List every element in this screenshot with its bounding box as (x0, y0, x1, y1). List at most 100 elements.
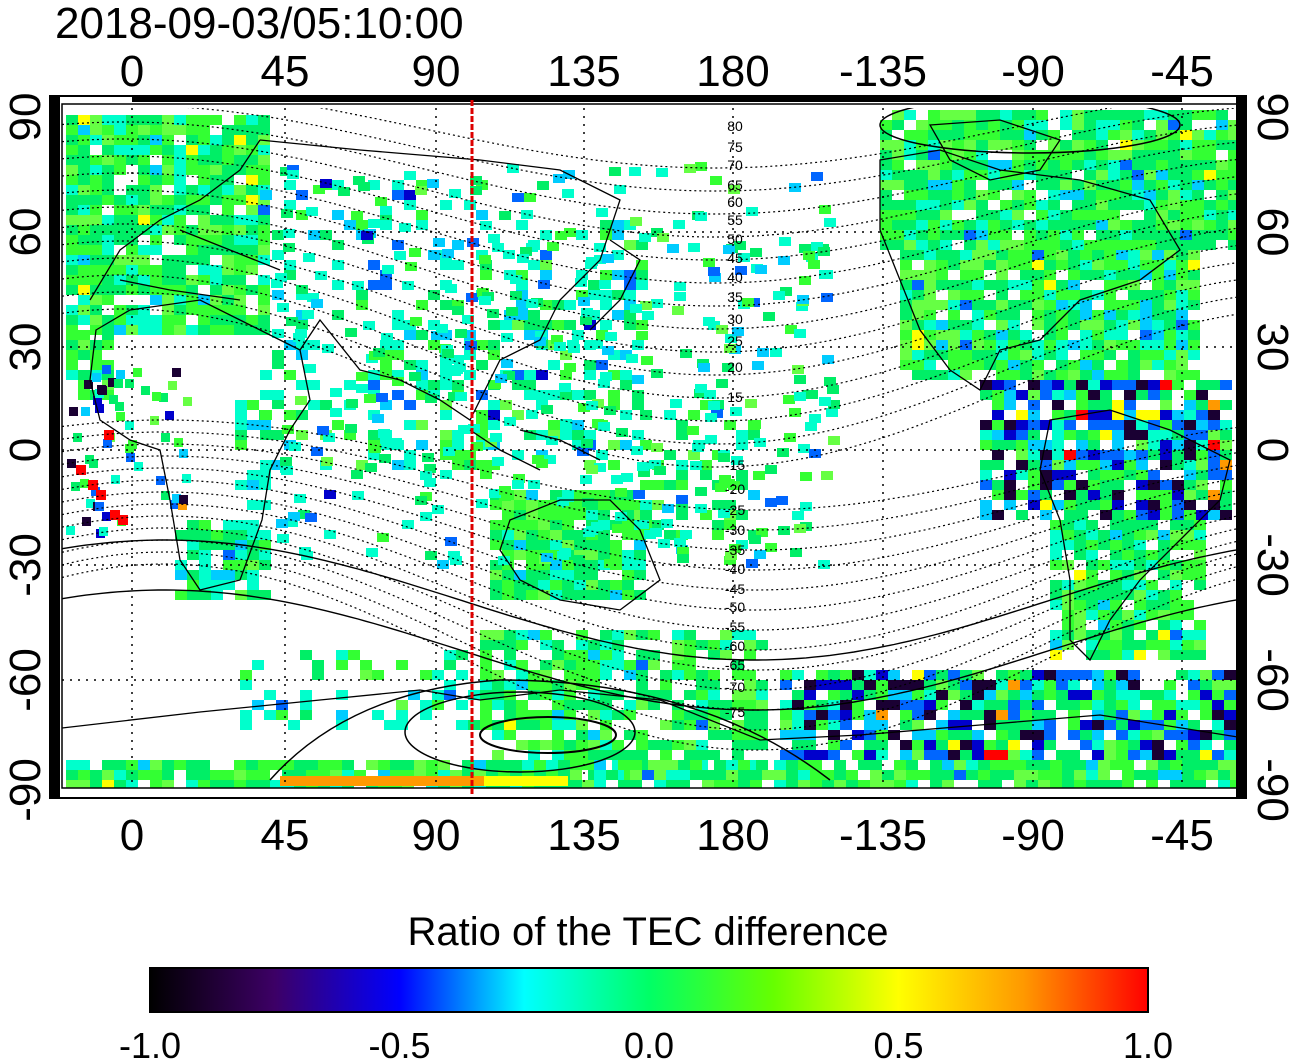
tec-cell (503, 250, 515, 259)
tec-cell (222, 275, 234, 285)
tec-cell (223, 580, 235, 590)
tec-cell (928, 110, 940, 120)
tec-cell (298, 510, 310, 519)
tec-cell (1208, 420, 1220, 430)
tec-cell (198, 135, 210, 145)
tec-cell (235, 570, 247, 580)
tec-cell (560, 390, 572, 400)
tec-cell (1164, 250, 1176, 260)
tec-cell (584, 370, 596, 380)
tec-cell (1152, 350, 1164, 360)
tec-cell (912, 740, 924, 750)
tec-cell (535, 331, 547, 340)
bottom-longitude-tick-label: -135 (839, 811, 927, 860)
tec-cell (1012, 210, 1024, 220)
tec-cell (1032, 280, 1044, 290)
tec-cell (388, 776, 400, 786)
tec-cell (634, 550, 646, 560)
tec-cell (490, 580, 502, 590)
tec-cell (1104, 260, 1116, 270)
tec-cell (1136, 430, 1148, 440)
tec-cell (636, 670, 648, 680)
tec-cell (732, 750, 744, 760)
tec-cell (906, 760, 918, 770)
tec-cell (272, 250, 284, 260)
magnetic-latitude-label: 35 (727, 289, 743, 305)
tec-cell (480, 720, 492, 730)
tec-cell (1168, 140, 1180, 150)
tec-cell (990, 770, 1002, 780)
tec-cell (222, 205, 234, 215)
tec-cell (306, 760, 318, 770)
tec-cell (624, 270, 636, 280)
tec-cell (864, 730, 876, 740)
tec-cell (402, 520, 414, 529)
tec-cell (960, 360, 972, 370)
tec-cell (622, 570, 634, 580)
tec-cell (924, 280, 936, 290)
tec-cell (580, 475, 592, 484)
tec-cell (1208, 380, 1220, 390)
tec-cell (536, 390, 548, 400)
tec-cell (276, 519, 288, 528)
tec-cell (174, 165, 186, 175)
tec-cell (724, 556, 736, 565)
tec-cell (1112, 490, 1124, 500)
tec-cell (960, 280, 972, 290)
magnetic-contour-line (62, 172, 1239, 284)
tec-cell (1182, 780, 1194, 788)
tec-cell (1220, 400, 1232, 410)
tec-cell (396, 660, 408, 670)
tec-cell (690, 760, 702, 770)
tec-cell (882, 770, 894, 780)
tec-cell (528, 480, 540, 489)
tec-cell (187, 540, 199, 550)
tec-cell (368, 260, 380, 270)
tec-cell (676, 460, 688, 470)
tec-cell (258, 175, 270, 185)
magnetic-latitude-label: 75 (727, 139, 743, 155)
tec-cell (1048, 180, 1060, 190)
tec-cell (332, 310, 344, 320)
tec-cell (1026, 780, 1038, 788)
tec-cell (1028, 430, 1040, 440)
tec-cell (1074, 770, 1086, 780)
tec-cell (1076, 460, 1088, 470)
tec-cell (672, 630, 684, 640)
tec-cell (445, 284, 457, 293)
tec-cell (306, 207, 318, 216)
tec-cell (1068, 250, 1080, 260)
tec-cell (454, 363, 466, 372)
magnetic-contour-line (62, 539, 1239, 661)
tec-cell (524, 390, 536, 400)
tec-cell (102, 370, 114, 380)
tec-cell (1050, 640, 1062, 650)
tec-cell (78, 155, 90, 165)
tec-cell (506, 307, 518, 316)
tec-cell (512, 380, 524, 390)
tec-cell (900, 330, 912, 340)
tec-cell (928, 220, 940, 230)
tec-cell (82, 517, 91, 526)
tec-cell (222, 175, 234, 185)
tec-cell (90, 205, 102, 215)
tec-cell (652, 480, 664, 490)
tec-cell (916, 220, 928, 230)
tec-cell (1064, 410, 1076, 420)
tec-cell (264, 710, 276, 720)
tec-cell (259, 540, 271, 550)
tec-cell (880, 210, 892, 220)
tec-cell (712, 500, 724, 510)
tec-cell (240, 680, 252, 690)
tec-cell (1116, 700, 1128, 710)
tec-cell (1068, 700, 1080, 710)
tec-cell (150, 235, 162, 245)
tec-cell (984, 300, 996, 310)
tec-cell (1156, 180, 1168, 190)
coastline (62, 689, 1244, 741)
tec-cell (187, 570, 199, 580)
tec-cell (260, 370, 272, 380)
tec-cell (1068, 360, 1080, 370)
tec-cell (756, 640, 768, 650)
tec-cell (66, 285, 78, 295)
